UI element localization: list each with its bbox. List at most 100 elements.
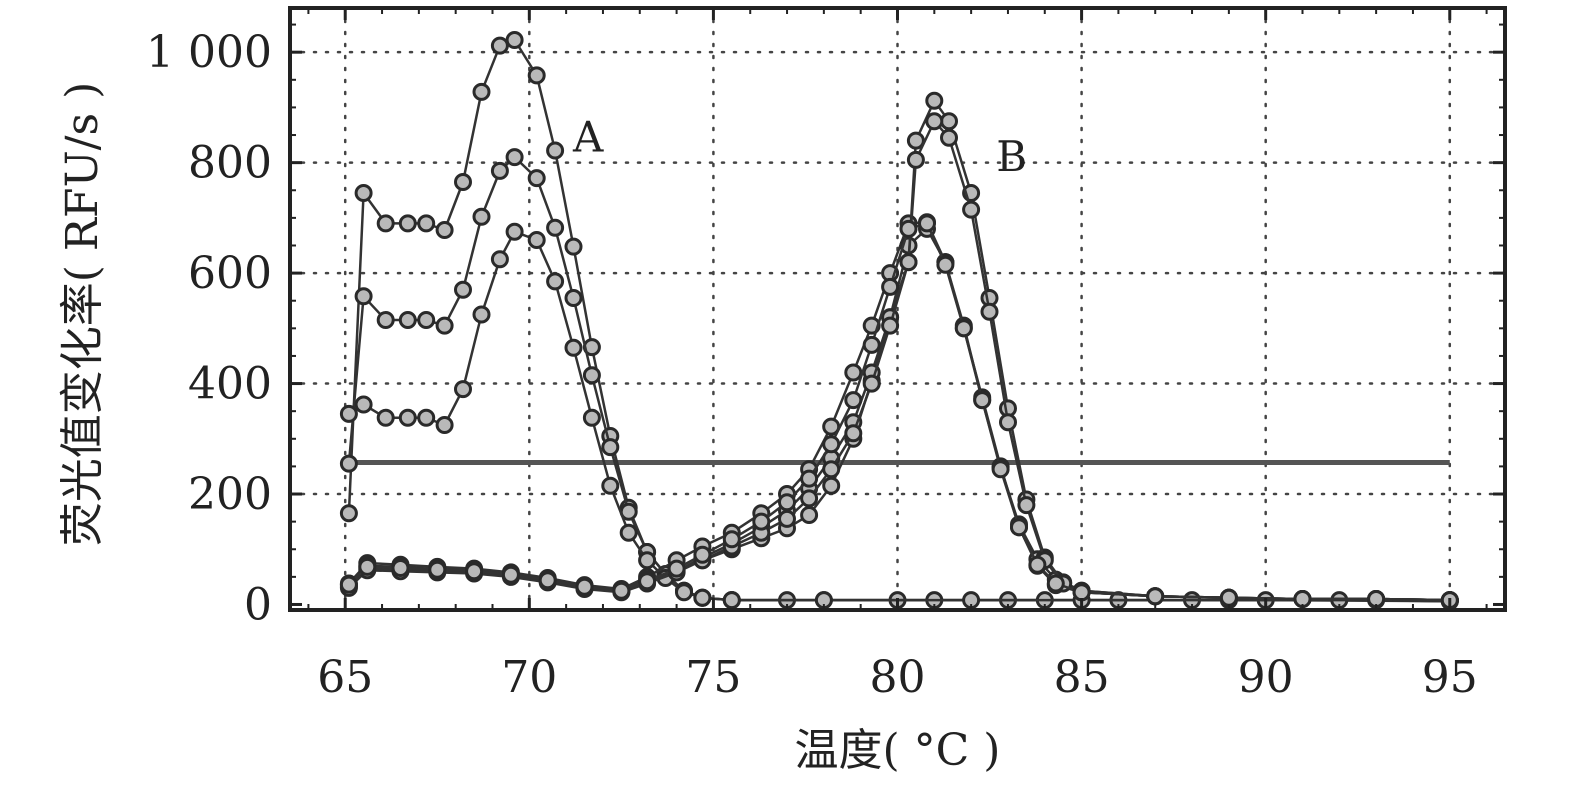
y-tick-label: 600 bbox=[188, 248, 272, 299]
data-point bbox=[1146, 587, 1165, 606]
data-point bbox=[435, 416, 454, 434]
data-point bbox=[601, 438, 620, 457]
data-point bbox=[906, 150, 925, 169]
x-tick-label: 95 bbox=[1422, 652, 1478, 703]
x-tick-label: 70 bbox=[501, 652, 557, 703]
series-a-3 bbox=[339, 222, 1459, 611]
x-tick-label: 90 bbox=[1238, 652, 1294, 703]
data-point bbox=[564, 338, 583, 357]
data-point bbox=[501, 565, 520, 584]
series-line bbox=[348, 99, 1450, 602]
data-point bbox=[398, 311, 417, 329]
data-point bbox=[822, 476, 841, 495]
data-point bbox=[527, 231, 546, 249]
data-point bbox=[505, 31, 524, 49]
data-point bbox=[358, 557, 377, 576]
data-point bbox=[973, 391, 992, 410]
data-point bbox=[722, 591, 741, 610]
data-point bbox=[354, 287, 373, 306]
data-point bbox=[472, 82, 491, 101]
data-point bbox=[962, 200, 981, 219]
data-point bbox=[505, 148, 524, 167]
data-point bbox=[339, 404, 358, 423]
data-point bbox=[925, 91, 944, 110]
y-tick-label: 200 bbox=[188, 469, 272, 520]
data-point bbox=[800, 489, 819, 508]
data-point bbox=[376, 408, 395, 427]
data-point bbox=[490, 250, 509, 269]
data-point bbox=[899, 219, 918, 238]
series-line bbox=[347, 227, 1450, 602]
series-line bbox=[347, 38, 1450, 603]
data-point bbox=[376, 311, 395, 329]
data-point bbox=[918, 214, 936, 233]
data-point bbox=[862, 335, 881, 354]
data-point bbox=[800, 469, 819, 488]
grid-layer bbox=[288, 6, 1507, 612]
y-tick-label: 1 000 bbox=[146, 27, 272, 78]
data-point bbox=[564, 237, 583, 256]
data-point bbox=[778, 493, 796, 512]
data-point bbox=[527, 66, 546, 85]
data-point bbox=[538, 571, 557, 590]
series-line bbox=[348, 119, 1450, 602]
y-tick-label: 400 bbox=[188, 359, 272, 410]
data-point bbox=[991, 460, 1010, 479]
data-point bbox=[881, 316, 900, 335]
data-point bbox=[546, 141, 565, 160]
data-point bbox=[1017, 496, 1036, 515]
data-point bbox=[906, 131, 925, 150]
data-point bbox=[465, 562, 484, 581]
data-point bbox=[601, 476, 620, 495]
series-a-1 bbox=[339, 31, 1459, 611]
data-point bbox=[862, 374, 881, 393]
data-point bbox=[722, 530, 741, 549]
data-point bbox=[376, 214, 395, 233]
data-point bbox=[472, 207, 491, 226]
series-b-5 bbox=[339, 219, 1459, 610]
data-point bbox=[454, 280, 472, 299]
data-point bbox=[800, 506, 819, 524]
y-tick-label: 0 bbox=[244, 579, 272, 630]
data-point bbox=[954, 319, 973, 338]
data-point bbox=[925, 112, 944, 131]
data-point bbox=[638, 572, 657, 591]
data-point bbox=[417, 214, 436, 233]
data-point bbox=[472, 305, 491, 324]
data-point bbox=[667, 559, 686, 578]
data-point bbox=[1072, 583, 1091, 602]
data-point bbox=[940, 112, 958, 131]
data-point bbox=[940, 128, 958, 147]
series-b-8 bbox=[339, 214, 1459, 610]
data-point bbox=[527, 169, 546, 188]
data-point bbox=[398, 214, 417, 233]
data-point bbox=[417, 408, 436, 427]
data-point bbox=[778, 509, 796, 528]
data-point bbox=[844, 391, 863, 410]
label-layer: 65 70 75 80 85 90 95 0 200 400 600 800 1 000 A B bbox=[146, 27, 1478, 703]
data-point bbox=[564, 289, 583, 307]
data-point bbox=[505, 222, 524, 241]
data-point bbox=[575, 577, 594, 596]
data-point bbox=[339, 454, 358, 473]
data-point bbox=[490, 161, 509, 180]
x-tick-label: 85 bbox=[1054, 652, 1110, 703]
data-point bbox=[638, 551, 657, 570]
data-point bbox=[582, 366, 601, 385]
data-point bbox=[822, 435, 841, 454]
x-tick-label: 75 bbox=[685, 652, 741, 703]
series-layer bbox=[339, 31, 1459, 611]
tick-layer bbox=[290, 8, 1505, 610]
data-point bbox=[391, 559, 410, 577]
data-point bbox=[612, 581, 631, 600]
data-point bbox=[354, 184, 373, 202]
y-tick-label: 800 bbox=[188, 138, 272, 189]
data-point bbox=[1028, 555, 1047, 574]
data-point bbox=[339, 504, 358, 523]
x-tick-label: 65 bbox=[317, 652, 373, 703]
series-a-2 bbox=[339, 148, 1459, 611]
data-point bbox=[546, 272, 565, 291]
data-point bbox=[1046, 574, 1065, 593]
